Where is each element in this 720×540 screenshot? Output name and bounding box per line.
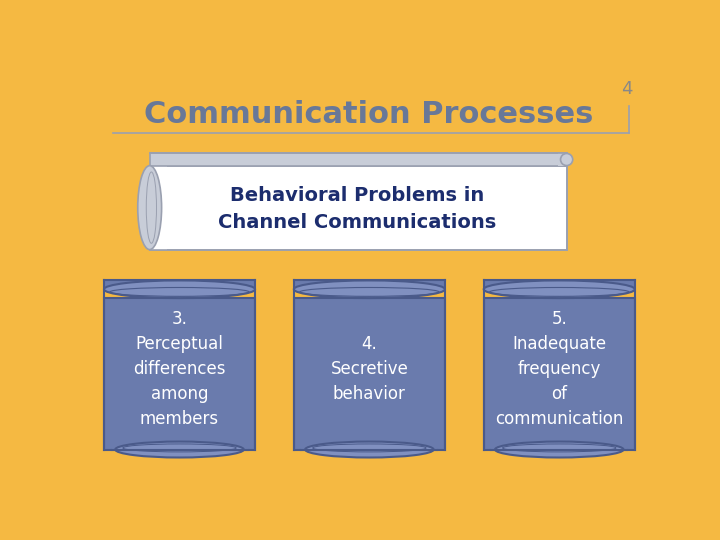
Ellipse shape bbox=[138, 166, 161, 249]
Ellipse shape bbox=[115, 442, 244, 457]
Text: 5.
Inadequate
frequency
of
communication: 5. Inadequate frequency of communication bbox=[495, 310, 624, 428]
Bar bbox=[150, 166, 167, 249]
Bar bbox=[558, 153, 567, 166]
Bar bbox=[294, 280, 445, 289]
Bar bbox=[150, 153, 567, 166]
Bar bbox=[104, 280, 255, 289]
Text: Behavioral Problems in
Channel Communications: Behavioral Problems in Channel Communica… bbox=[218, 186, 497, 232]
Text: 4.
Secretive
behavior: 4. Secretive behavior bbox=[330, 335, 408, 403]
Ellipse shape bbox=[104, 280, 255, 298]
Ellipse shape bbox=[294, 280, 445, 298]
Ellipse shape bbox=[495, 442, 624, 457]
Bar bbox=[150, 166, 567, 249]
Text: Communication Processes: Communication Processes bbox=[144, 100, 594, 130]
Ellipse shape bbox=[561, 153, 572, 166]
Bar bbox=[302, 442, 437, 449]
Bar bbox=[104, 298, 255, 449]
Ellipse shape bbox=[484, 280, 635, 298]
Text: 3.
Perceptual
differences
among
members: 3. Perceptual differences among members bbox=[133, 310, 226, 428]
Ellipse shape bbox=[305, 442, 433, 457]
Bar bbox=[484, 298, 635, 449]
Bar bbox=[484, 280, 635, 289]
Bar bbox=[294, 298, 445, 449]
Bar bbox=[112, 442, 248, 449]
Text: 4: 4 bbox=[621, 80, 632, 98]
Bar bbox=[491, 442, 627, 449]
